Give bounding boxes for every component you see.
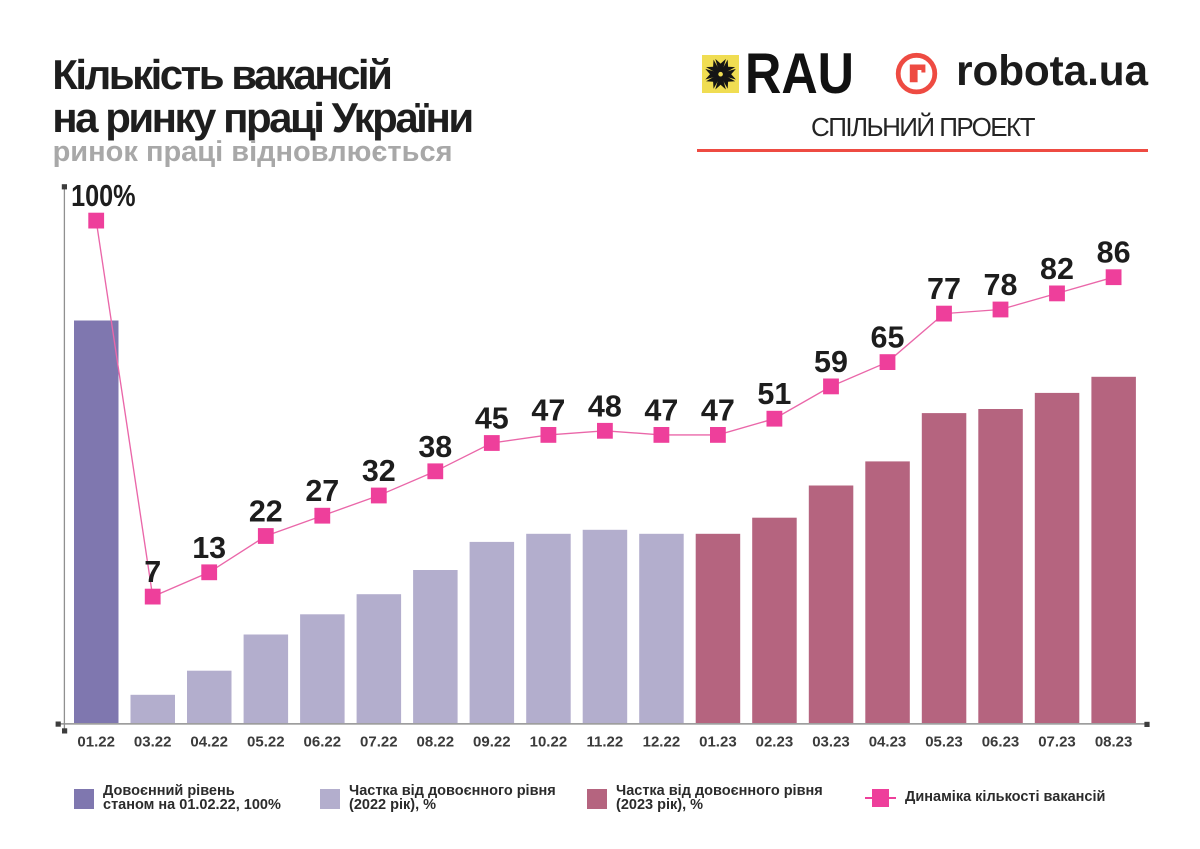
svg-text:27: 27: [305, 474, 339, 508]
svg-text:47: 47: [531, 393, 565, 427]
svg-text:12.22: 12.22: [643, 734, 681, 751]
svg-text:05.23: 05.23: [925, 734, 963, 751]
svg-text:11.22: 11.22: [587, 734, 624, 751]
svg-text:77: 77: [927, 272, 961, 306]
svg-text:04.23: 04.23: [869, 734, 907, 751]
svg-text:09.22: 09.22: [473, 734, 511, 751]
svg-text:45: 45: [475, 402, 509, 436]
svg-text:78: 78: [984, 268, 1018, 302]
svg-text:07.22: 07.22: [360, 734, 398, 751]
svg-text:06.23: 06.23: [982, 734, 1020, 751]
svg-text:100%: 100%: [71, 179, 136, 213]
svg-text:05.22: 05.22: [247, 734, 285, 751]
svg-text:86: 86: [1097, 236, 1131, 270]
svg-text:06.22: 06.22: [304, 734, 342, 751]
svg-text:65: 65: [871, 321, 905, 355]
svg-text:32: 32: [362, 454, 396, 488]
svg-text:01.23: 01.23: [699, 734, 737, 751]
svg-text:59: 59: [814, 345, 848, 379]
svg-text:10.22: 10.22: [530, 734, 568, 751]
svg-text:08.22: 08.22: [417, 734, 455, 751]
svg-text:04.22: 04.22: [190, 734, 228, 751]
svg-text:51: 51: [757, 377, 791, 411]
svg-text:47: 47: [701, 393, 735, 427]
svg-text:02.23: 02.23: [756, 734, 794, 751]
svg-text:08.23: 08.23: [1095, 734, 1133, 751]
svg-text:01.22: 01.22: [77, 734, 115, 751]
svg-text:48: 48: [588, 389, 622, 423]
svg-text:03.22: 03.22: [134, 734, 172, 751]
svg-text:7: 7: [144, 555, 161, 589]
svg-text:38: 38: [418, 430, 452, 464]
svg-text:47: 47: [644, 393, 678, 427]
svg-text:03.23: 03.23: [812, 734, 850, 751]
svg-text:07.23: 07.23: [1038, 734, 1076, 751]
svg-text:82: 82: [1040, 252, 1074, 286]
svg-text:22: 22: [249, 495, 283, 529]
svg-text:13: 13: [192, 531, 226, 565]
